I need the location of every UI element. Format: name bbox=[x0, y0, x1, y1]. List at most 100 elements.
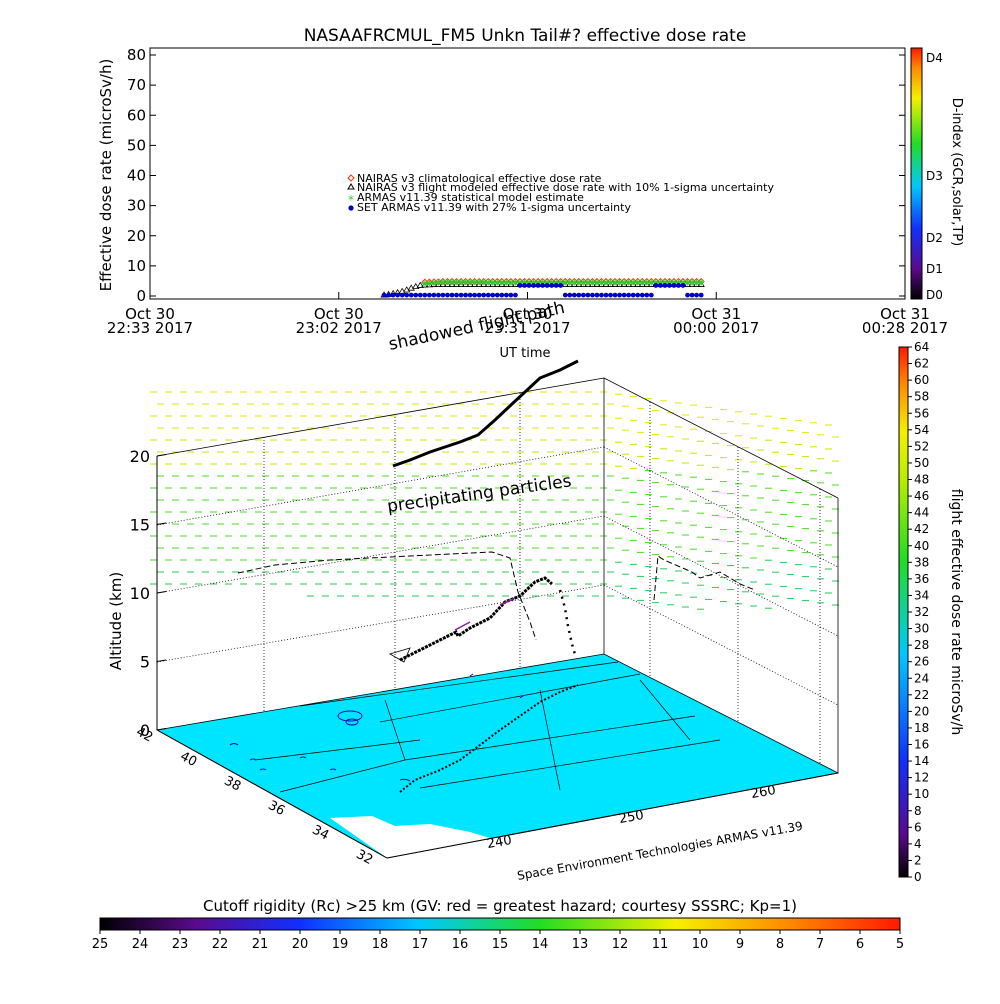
longitude-tick-label: 260 bbox=[750, 783, 777, 802]
data-point-armas-stat bbox=[680, 279, 687, 286]
data-point-set-armas bbox=[594, 292, 600, 298]
y-tick-label: 70 bbox=[127, 76, 146, 94]
data-point-armas-stat bbox=[557, 279, 564, 286]
latitude-tick-label: 32 bbox=[354, 847, 376, 868]
rc-tick-label: 16 bbox=[452, 937, 469, 952]
dose-tick-label: 4 bbox=[914, 837, 922, 851]
data-point-set-armas bbox=[689, 292, 695, 298]
floor-map bbox=[155, 653, 840, 859]
rc-tick-label: 19 bbox=[332, 937, 349, 952]
data-point-set-armas bbox=[694, 292, 700, 298]
data-point-set-armas bbox=[526, 283, 532, 288]
dindex-level-d3: D3 bbox=[926, 169, 943, 183]
latitude-tick-label: 34 bbox=[310, 823, 332, 844]
data-point-set-armas bbox=[386, 292, 391, 298]
rc-tick-label: 17 bbox=[412, 937, 429, 952]
data-point-set-armas bbox=[599, 292, 604, 298]
data-point-set-armas bbox=[508, 292, 514, 298]
dose-colorbar bbox=[898, 346, 909, 878]
data-point-set-armas bbox=[481, 292, 487, 298]
data-point-set-armas bbox=[476, 292, 482, 298]
data-point-set-armas bbox=[454, 292, 459, 298]
dindex-level-d0: D0 bbox=[926, 288, 943, 302]
data-point-armas-stat bbox=[421, 280, 428, 287]
dose-tick-label: 42 bbox=[914, 522, 929, 536]
rc-tick-label: 18 bbox=[372, 937, 389, 952]
x-tick-time: 23:02 2017 bbox=[296, 319, 382, 337]
data-point-set-armas bbox=[390, 292, 396, 298]
series-3 bbox=[381, 283, 704, 298]
dindex-level-d1: D1 bbox=[926, 262, 943, 276]
data-point-armas-stat bbox=[593, 279, 600, 286]
data-point-armas-stat bbox=[498, 279, 505, 286]
x-tick-time: 00:28 2017 bbox=[862, 319, 948, 337]
rc-tick-label: 9 bbox=[736, 937, 744, 952]
data-point-set-armas bbox=[531, 283, 536, 288]
data-point-set-armas bbox=[567, 292, 573, 298]
data-point-set-armas bbox=[381, 292, 387, 298]
altitude-axis-label: Altitude (km) bbox=[107, 572, 125, 670]
data-point-armas-stat bbox=[621, 279, 628, 286]
data-point-armas-stat bbox=[449, 279, 455, 286]
data-point-set-armas bbox=[571, 292, 577, 298]
latitude-tick-label: 36 bbox=[266, 798, 288, 819]
data-point-set-armas bbox=[621, 292, 627, 298]
data-point-armas-stat bbox=[639, 279, 646, 286]
data-point-set-armas bbox=[499, 292, 505, 298]
data-point-armas-stat bbox=[625, 279, 632, 286]
x-axis-label: UT time bbox=[500, 346, 551, 361]
data-point-armas-stat bbox=[467, 279, 474, 286]
dose-tick-label: 20 bbox=[914, 704, 929, 718]
data-point-armas-stat bbox=[684, 279, 691, 286]
data-point-set-armas bbox=[644, 292, 650, 298]
flight-path-shadows bbox=[237, 359, 756, 663]
data-point-set-armas bbox=[608, 292, 613, 298]
dose-tick-label: 40 bbox=[914, 539, 929, 553]
data-point-armas-stat bbox=[439, 279, 446, 286]
latitude-tick-label: 38 bbox=[222, 774, 244, 795]
altitude-tick-label: 20 bbox=[130, 447, 150, 466]
data-point-armas-stat bbox=[689, 279, 696, 286]
data-point-set-armas bbox=[603, 292, 609, 298]
longitude-tick-label: 240 bbox=[486, 833, 513, 852]
data-point-set-armas bbox=[503, 292, 509, 298]
data-point-armas-stat bbox=[480, 279, 487, 286]
legend-marker-armas-stat: * bbox=[348, 193, 354, 207]
data-point-set-armas bbox=[485, 292, 491, 298]
altitude-tick-mark bbox=[156, 454, 167, 457]
data-point-armas-stat bbox=[539, 279, 546, 286]
dose-tick-label: 8 bbox=[914, 804, 922, 818]
data-point-armas-stat bbox=[544, 279, 551, 286]
ground-track bbox=[399, 684, 579, 793]
rc-tick-label: 12 bbox=[612, 937, 629, 952]
data-point-armas-stat bbox=[476, 279, 483, 286]
data-point-armas-stat bbox=[634, 279, 641, 286]
dose-tick-label: 28 bbox=[914, 638, 929, 652]
legend: NAIRAS v3 climatological effective dose … bbox=[347, 172, 774, 214]
data-point-armas-stat bbox=[444, 279, 451, 286]
rc-tick-label: 10 bbox=[692, 937, 709, 952]
data-point-armas-stat bbox=[584, 279, 591, 286]
footer-credit: Space Environment Technologies ARMAS v11… bbox=[516, 819, 804, 883]
y-tick-label: 20 bbox=[127, 227, 146, 245]
data-point-set-armas bbox=[685, 292, 690, 298]
dose-tick-label: 34 bbox=[914, 588, 929, 602]
altitude-tick-mark bbox=[156, 591, 167, 594]
longitude-tick-label: 250 bbox=[618, 808, 645, 827]
dose-tick-label: 18 bbox=[914, 721, 929, 735]
rc-colorbar bbox=[99, 917, 901, 931]
legend-label-nairas-flight: NAIRAS v3 flight modeled effective dose … bbox=[357, 181, 774, 194]
data-point-armas-stat bbox=[612, 279, 619, 286]
dose-tick-label: 6 bbox=[914, 820, 922, 834]
data-point-set-armas bbox=[426, 292, 432, 298]
rc-tick-label: 15 bbox=[492, 937, 509, 952]
rc-tick-label: 7 bbox=[816, 937, 824, 952]
data-point-set-armas bbox=[517, 283, 523, 288]
data-point-set-armas bbox=[626, 292, 632, 298]
data-point-set-armas bbox=[417, 292, 423, 298]
data-point-set-armas bbox=[544, 283, 550, 288]
data-point-set-armas bbox=[698, 292, 704, 298]
data-point-set-armas bbox=[671, 283, 677, 288]
data-point-set-armas bbox=[549, 283, 555, 288]
dose-tick-label: 2 bbox=[914, 853, 922, 867]
